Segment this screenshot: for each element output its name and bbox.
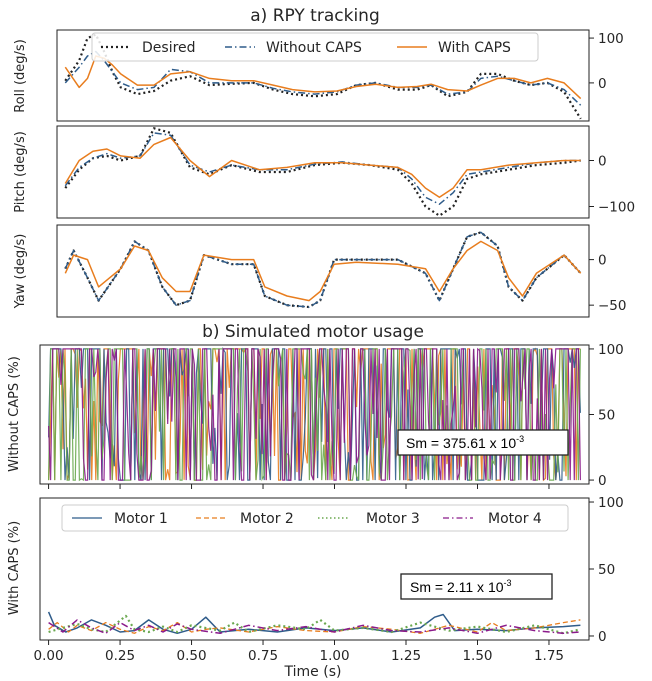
series-line-with-caps [64, 55, 582, 100]
panel-without-caps: 0 50 100 Without CAPS (%) Sm = 375.61 x 10… [7, 342, 624, 489]
ytick-label: 100 [598, 31, 624, 47]
series-line-motor-4 [48, 619, 581, 635]
title-motor: b) Simulated motor usage [202, 322, 424, 342]
legend-rpy: Desired Without CAPS With CAPS [91, 32, 539, 62]
ytick-label: 100 [598, 495, 624, 511]
ytick-label: 0 [598, 154, 607, 170]
sm-annotation-with-caps: Sm = 2.11 x 10-3 [400, 573, 553, 600]
legend-box [61, 504, 569, 532]
series-line-motor-4 [48, 347, 581, 481]
ytick-label: 0 [598, 629, 607, 645]
panel-yaw: 0 −50 Yaw (deg/s) [13, 224, 627, 318]
series-line-without-caps [64, 132, 581, 205]
xtick-label: 0.75 [248, 648, 278, 664]
legend-label-with-caps: With CAPS [438, 40, 511, 56]
xtick-label: 1.50 [462, 648, 492, 664]
legend-label-motor-3: Motor 3 [366, 511, 420, 527]
panel-pitch: 0 −100 Pitch (deg/s) [13, 125, 635, 219]
legend-motors: Motor 1 Motor 2 Motor 3 Motor 4 [61, 504, 569, 532]
series-line-motor-1 [47, 611, 581, 635]
sm-exponent: -3 [504, 578, 512, 588]
sm-box [400, 573, 553, 600]
xlabel-time: Time (s) [284, 664, 342, 680]
panel-frame [56, 224, 590, 318]
ylabel-roll: Roll (deg/s) [13, 39, 28, 113]
ylabel-yaw: Yaw (deg/s) [13, 234, 28, 310]
ytick-label: 50 [598, 408, 615, 424]
xtick-label: 0.00 [34, 648, 64, 664]
ytick-label: −100 [598, 200, 635, 216]
ytick-label: −50 [598, 298, 627, 314]
title-rpy: a) RPY tracking [250, 6, 379, 26]
ylabel-pitch: Pitch (deg/s) [13, 131, 28, 213]
sm-text: Sm = 375.61 x 10 [406, 435, 516, 451]
ytick-label: 0 [598, 76, 607, 92]
legend-box [91, 32, 539, 62]
svg-text:Sm = 375.61 x 10-3: Sm = 375.61 x 10-3 [406, 434, 524, 451]
ytick-label: 0 [598, 473, 607, 489]
ylabel-without-caps: Without CAPS (%) [7, 356, 22, 472]
xtick-label: 1.00 [319, 648, 349, 664]
panel-frame [56, 125, 590, 219]
ytick-label: 100 [598, 342, 624, 358]
series-line-without-caps [64, 50, 582, 106]
series-line-with-caps [64, 240, 582, 302]
sm-box [397, 429, 569, 456]
series-line-with-caps [64, 136, 581, 199]
legend-label-without-caps: Without CAPS [266, 40, 362, 56]
xtick-label: 1.25 [391, 648, 421, 664]
series-line-desired [64, 127, 581, 217]
legend-label-desired: Desired [142, 40, 196, 56]
legend-label-motor-2: Motor 2 [240, 511, 294, 527]
panel-roll: 0 100 Roll (deg/s) Desired Without CAPS W… [13, 29, 624, 122]
sm-annotation-without-caps: Sm = 375.61 x 10-3 [397, 429, 569, 456]
series-line-motor-2 [48, 619, 581, 634]
legend-label-motor-4: Motor 4 [488, 511, 542, 527]
legend-label-motor-1: Motor 1 [114, 511, 168, 527]
sm-exponent: -3 [516, 434, 524, 444]
xtick-label: 0.25 [105, 648, 135, 664]
panel-frame [56, 29, 590, 122]
sm-text: Sm = 2.11 x 10 [410, 579, 504, 595]
xtick-label: 1.75 [534, 648, 564, 664]
ylabel-with-caps: With CAPS (%) [7, 521, 22, 615]
svg-text:Sm = 2.11 x 10-3: Sm = 2.11 x 10-3 [410, 578, 512, 595]
xtick-label: 0.50 [177, 648, 207, 664]
series-line-without-caps [64, 231, 582, 308]
ytick-label: 0 [598, 253, 607, 269]
series-line-motor-3 [48, 348, 581, 482]
ytick-label: 50 [598, 562, 615, 578]
